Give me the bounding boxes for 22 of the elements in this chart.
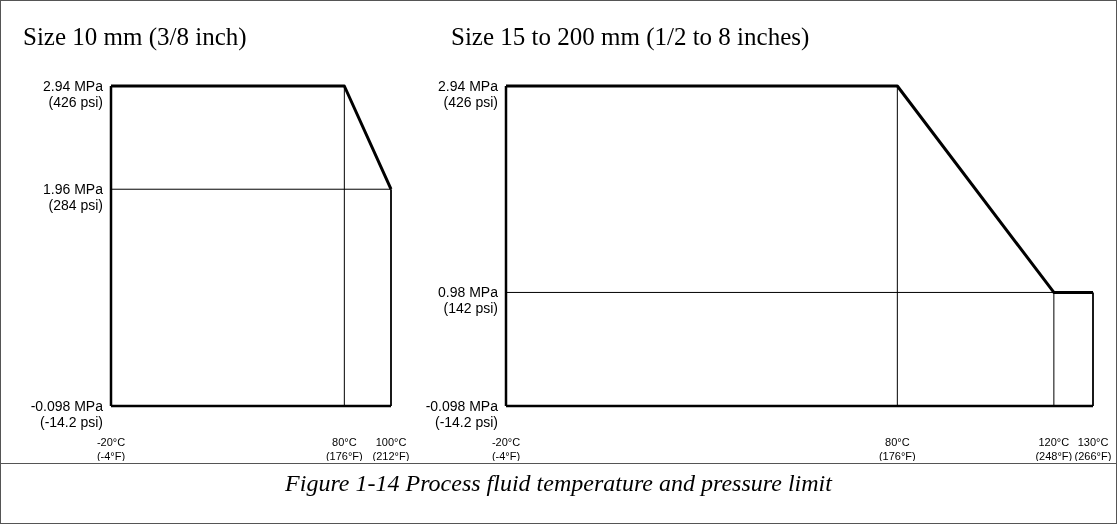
x-tick-label: -20°C: [491, 436, 521, 448]
y-tick-label: 0.98 MPa: [438, 284, 499, 301]
y2-tick-label: (426 psi): [443, 94, 498, 110]
y2-tick-label: (142 psi): [443, 300, 498, 317]
y2-tick-label: (426 psi): [48, 94, 103, 110]
y-tick-label: -0.098 MPa: [30, 398, 104, 414]
y-tick-label: -0.098 MPa: [425, 398, 499, 414]
x-tick-label: 80°C: [332, 436, 357, 448]
y-tick-label: 2.94 MPa: [438, 78, 499, 94]
y2-tick-label: (284 psi): [48, 197, 103, 214]
x-tick-label: -20°C: [96, 436, 126, 448]
y2-tick-label: (-14.2 psi): [39, 414, 103, 430]
chart-title: Size 10 mm (3/8 inch): [23, 23, 247, 51]
caption: Figure 1-14 Process fluid temperature and pressure limit: [284, 470, 834, 497]
chart-title: Size 15 to 200 mm (1/2 to 8 inches): [451, 23, 810, 51]
x-tick-label: 120°C: [1038, 436, 1070, 448]
x-tick-label: 80°C: [885, 436, 910, 448]
y2-tick-label: (-14.2 psi): [434, 414, 498, 430]
y-tick-label: 2.94 MPa: [43, 78, 104, 94]
y-tick-label: 1.96 MPa: [43, 181, 104, 198]
x-tick-label: 130°C: [1077, 436, 1109, 448]
x-tick-label: 100°C: [375, 436, 407, 448]
